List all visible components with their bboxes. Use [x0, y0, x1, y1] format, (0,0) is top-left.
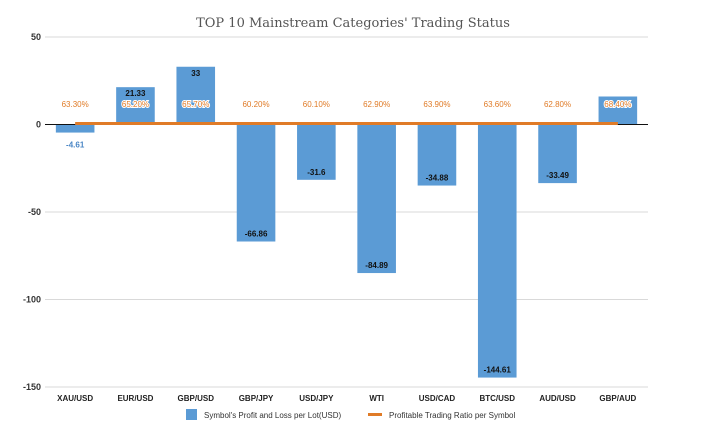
gridlines: [45, 36, 648, 388]
ratio-data-label: 60.20%: [242, 100, 269, 109]
ratio-data-label: 65.20%: [122, 100, 149, 109]
x-tick-label: GBP/AUD: [599, 394, 636, 403]
bar: [538, 124, 577, 184]
ratio-data-label: 65.70%: [182, 100, 209, 109]
x-tick-label: BTC/USD: [479, 394, 515, 403]
x-tick-label: WTI: [369, 394, 384, 403]
bar: [236, 124, 276, 242]
bar: [477, 124, 517, 378]
bar-data-label: -34.88: [426, 174, 449, 183]
bar-data-label: -4.61: [66, 141, 85, 150]
ratio-data-labels: 63.30% 65.20% 65.70% 60.20% 60.10% 62.90% 63.9…: [61, 99, 633, 110]
y-tick-label: -50: [28, 207, 41, 217]
ratio-data-label: 62.90%: [363, 100, 390, 109]
y-axis-ticks: 50 0 -50 -100 -150: [23, 32, 41, 392]
ratio-data-label: 60.10%: [303, 100, 330, 109]
legend-line-label: Profitable Trading Ratio per Symbol: [389, 411, 516, 420]
legend-bar-label: Symbol's Profit and Loss per Lot(USD): [204, 411, 341, 420]
legend-line-swatch: [368, 413, 382, 416]
chart-title: TOP 10 Mainstream Categories' Trading St…: [196, 16, 510, 31]
legend-bar-swatch: [186, 409, 197, 420]
bar: [176, 66, 216, 125]
ratio-data-label: 62.80%: [544, 100, 571, 109]
x-tick-label: GBP/JPY: [239, 394, 274, 403]
bar-data-label: -33.49: [546, 171, 569, 180]
bar-data-label: 21.33: [125, 89, 146, 98]
x-tick-label: EUR/USD: [117, 394, 153, 403]
bar: [297, 124, 336, 180]
bar-data-labels: -4.61 21.33 33 -66.86 -31.6 -84.89 -34.88 -144.…: [66, 69, 569, 375]
bar: [55, 124, 95, 133]
x-tick-label: AUD/USD: [539, 394, 576, 403]
ratio-data-label: 63.30%: [62, 100, 89, 109]
y-tick-label: 50: [31, 32, 41, 42]
x-tick-label: USD/CAD: [419, 394, 456, 403]
bar: [116, 87, 155, 125]
bar-series: [55, 66, 638, 378]
bar-data-label: -144.61: [484, 366, 512, 375]
bar-data-label: 33: [191, 69, 200, 78]
y-tick-label: -100: [23, 295, 41, 305]
x-tick-label: USD/JPY: [299, 394, 334, 403]
x-tick-label: GBP/USD: [178, 394, 215, 403]
bar: [598, 96, 638, 125]
ratio-data-label: 63.90%: [423, 100, 450, 109]
x-tick-label: XAU/USD: [57, 394, 93, 403]
bar: [357, 124, 396, 274]
legend: Symbol's Profit and Loss per Lot(USD) Pr…: [186, 409, 516, 420]
bar: [417, 124, 457, 186]
bar-data-label: -84.89: [365, 261, 388, 270]
ratio-data-label: 63.60%: [484, 100, 511, 109]
x-axis-ticks: XAU/USD EUR/USD GBP/USD GBP/JPY USD/JPY WTI US…: [57, 394, 636, 403]
ratio-data-label: 68.40%: [604, 100, 631, 109]
y-tick-label: 0: [36, 120, 41, 130]
y-tick-label: -150: [23, 382, 41, 392]
bar-data-label: -31.6: [307, 168, 326, 177]
bar-data-label: -66.86: [245, 230, 268, 239]
